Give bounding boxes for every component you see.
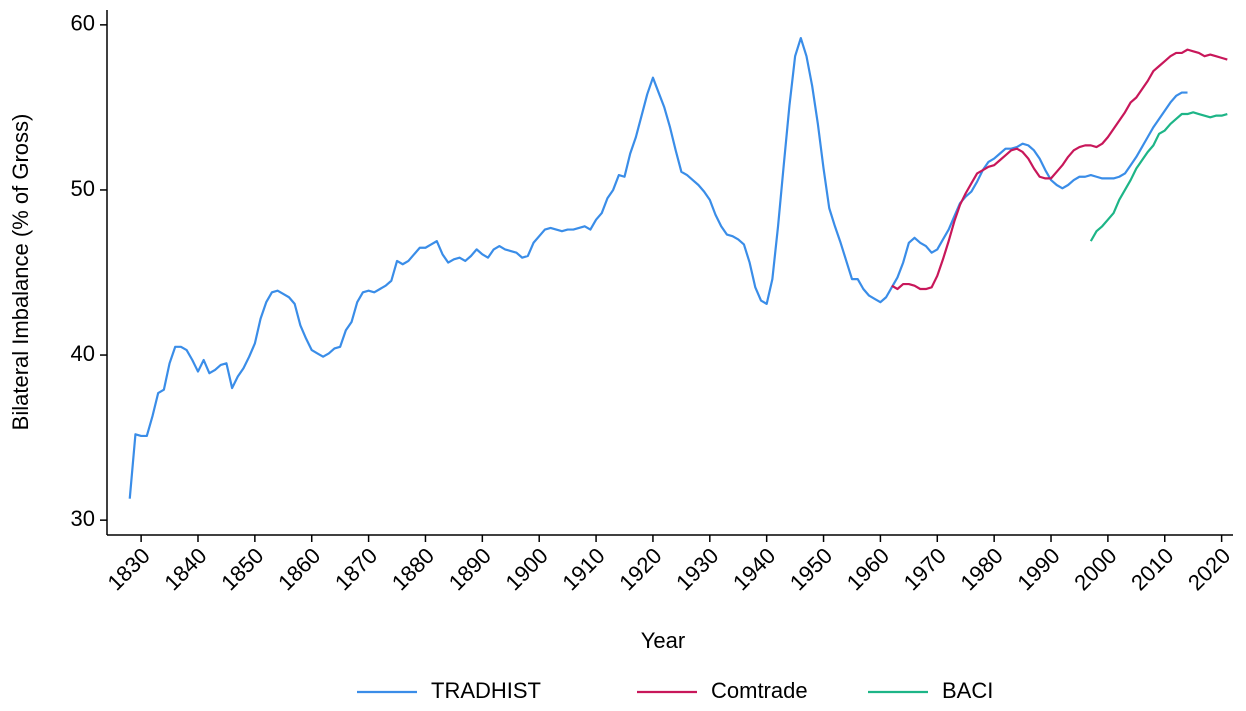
x-axis-label: Year: [641, 628, 685, 653]
x-tick-label: 2020: [1183, 543, 1235, 595]
x-tick-label: 1840: [159, 543, 211, 595]
x-tick-label: 2000: [1069, 543, 1121, 595]
y-axis-label: Bilateral Imbalance (% of Gross): [8, 114, 33, 431]
x-tick-label: 1960: [842, 543, 894, 595]
x-tick-label: 2010: [1126, 543, 1178, 595]
series-line: [891, 48, 1228, 291]
y-tick-label: 50: [71, 176, 95, 201]
x-tick-label: 1940: [728, 543, 780, 595]
y-tick-label: 30: [71, 506, 95, 531]
x-tick-label: 1930: [671, 543, 723, 595]
x-tick-label: 1850: [216, 543, 268, 595]
x-tick-label: 1900: [501, 543, 553, 595]
legend-label: TRADHIST: [431, 678, 541, 703]
y-tick-label: 40: [71, 341, 95, 366]
x-tick-label: 1870: [330, 543, 382, 595]
x-tick-label: 1990: [1012, 543, 1064, 595]
series-line: [128, 36, 1188, 499]
x-tick-label: 1950: [785, 543, 837, 595]
x-tick-label: 1860: [273, 543, 325, 595]
legend-label: BACI: [942, 678, 993, 703]
x-tick-label: 1880: [387, 543, 439, 595]
y-tick-label: 60: [71, 11, 95, 36]
x-tick-label: 1920: [614, 543, 666, 595]
x-tick-label: 1830: [102, 543, 154, 595]
x-tick-label: 1910: [557, 543, 609, 595]
legend-label: Comtrade: [711, 678, 808, 703]
x-tick-label: 1980: [956, 543, 1008, 595]
x-tick-label: 1890: [444, 543, 496, 595]
series-line: [1089, 111, 1228, 242]
x-tick-label: 1970: [899, 543, 951, 595]
